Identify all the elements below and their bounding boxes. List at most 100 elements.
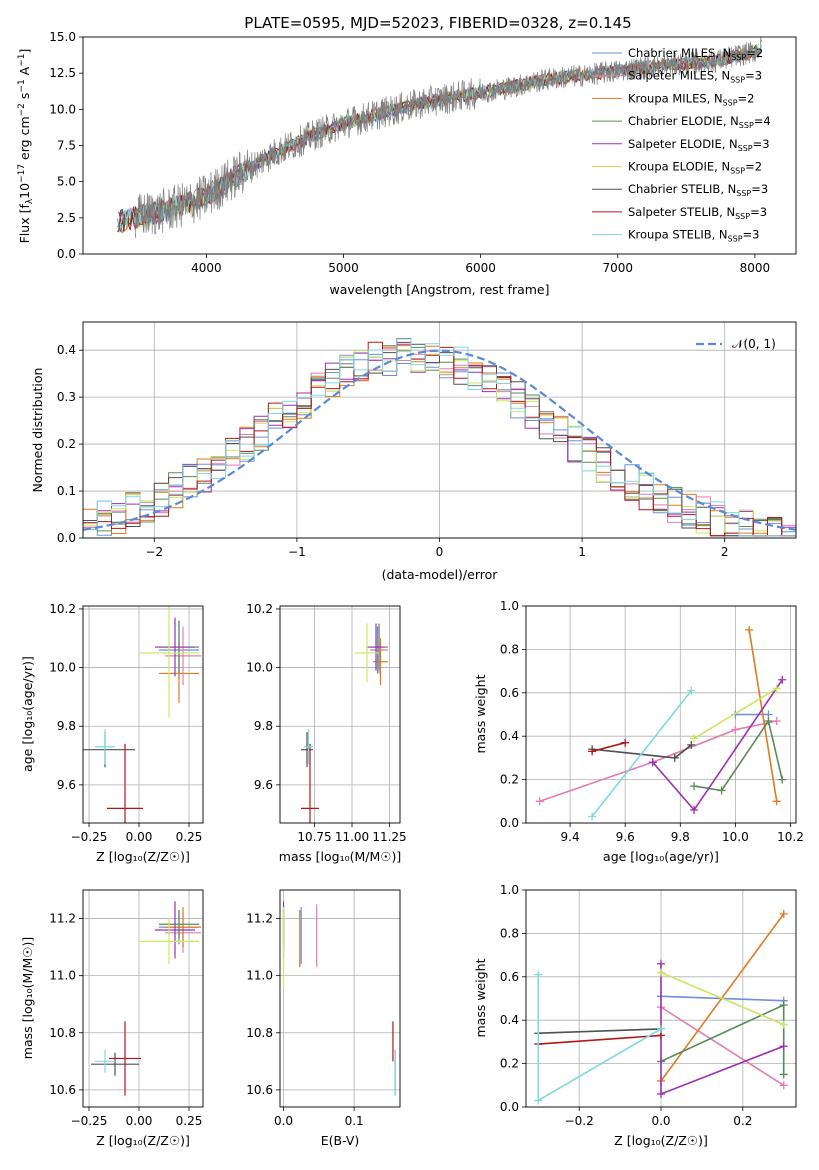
y-tick-label: 0.0 [500,1100,519,1114]
weight-marker [621,738,630,747]
weight-line [537,974,662,1102]
x-tick-label: 1 [578,545,586,559]
weight-line [660,913,785,1082]
x-axis-label: wavelength [Angstrom, rest frame] [329,282,549,297]
x-tick-label: −1 [288,545,306,559]
weight-marker [779,1020,788,1029]
weight-marker [778,675,787,684]
legend-label: Kroupa STELIB, NSSP=3 [628,228,759,244]
x-tick-label: 0.0 [274,1114,293,1128]
y-tick-label: 12.5 [49,66,76,80]
y-tick-label: 0.1 [57,484,76,498]
weight-marker [687,740,696,749]
weight-line [538,1028,662,1034]
weight-marker [772,717,781,726]
weight-line [591,741,626,753]
x-tick-label: 4000 [191,261,222,275]
x-tick-label: 9.6 [616,830,635,844]
y-tick-label: 9.8 [57,719,76,733]
x-tick-label: 10.2 [777,830,804,844]
x-tick-label: −0.25 [71,830,108,844]
axes-frame [82,605,204,824]
weight-vs-age-panel: 9.4 9.6 9.8 10.0 10.2 0.0 0.2 0.4 0.6 0.8 1.0 age [… [473,599,804,864]
y-tick-label: 10.0 [49,661,76,675]
weight-marker [657,959,665,968]
x-tick-label: 0.00 [126,830,153,844]
y-tick-label: 15.0 [49,30,76,44]
weight-marker [731,725,740,734]
y-tick-label: 0.2 [500,773,519,787]
y-tick-label: 0.0 [57,247,76,261]
y-axis-label: Flux [fλ10−17 erg cm−2 s−1 A−1] [17,49,35,244]
age-vs-mass-panel: 10.75 11.00 11.25 9.6 9.8 10.0 10.2 mass [log₁₀… [246,602,406,864]
y-tick-label: 9.8 [254,719,273,733]
x-tick-label: 8000 [740,261,771,275]
weight-line [748,629,778,802]
weight-line [591,690,692,817]
axes-frame [279,889,401,1108]
legend-label: Chabrier ELODIE, NSSP=4 [628,114,771,130]
x-axis-label: age [log₁₀(age/yr)] [603,849,719,864]
y-tick-label: 2.5 [57,211,76,225]
x-tick-label: −0.2 [565,1114,594,1128]
residual-histogram [83,338,796,537]
x-axis-label: Z [log₁₀(Z/Z☉)] [96,1133,190,1148]
y-tick-label: 10.6 [246,1083,273,1097]
y-tick-label: 10.0 [49,102,76,116]
y-axis-label: mass [log₁₀(M/M☉)] [20,937,35,1059]
y-tick-label: 0.3 [57,390,76,404]
y-tick-label: 0.2 [500,1057,519,1071]
x-axis-label: (data-model)/error [382,567,499,582]
x-tick-label: 5000 [328,261,359,275]
legend-label: Kroupa ELODIE, NSSP=2 [628,160,762,176]
mass-vs-z-panel: −0.25 0.00 0.25 10.6 10.8 11.0 11.2 Z [log₁₀(Z/… [20,889,204,1148]
x-tick-label: −2 [145,545,163,559]
x-tick-label: −0.25 [71,1114,108,1128]
mass-vs-ebv-panel: 0.0 0.1 10.6 10.8 11.0 11.2 E(B-V) [246,889,401,1148]
x-tick-label: 0.25 [176,1114,203,1128]
x-tick-label: 10.75 [297,830,331,844]
x-tick-label: 6000 [465,261,496,275]
y-tick-label: 0.4 [500,729,519,743]
weight-marker [534,970,543,979]
weight-marker [779,1042,788,1051]
x-tick-label: 7000 [602,261,633,275]
weight-marker [535,797,544,806]
y-tick-label: 0.0 [57,531,76,545]
y-tick-label: 9.6 [254,778,273,792]
y-tick-label: 0.6 [500,970,519,984]
weight-marker [772,797,781,806]
y-tick-label: 5.0 [57,175,76,189]
weight-marker [779,1001,788,1010]
y-tick-label: 10.6 [49,1083,76,1097]
spectrum-legend: Chabrier MILES, NSSP=2 Salpeter MILES, NS… [592,46,771,244]
x-tick-label: 10.0 [722,830,749,844]
weight-marker [657,1024,665,1033]
axes-frame [525,889,797,1108]
weight-marker [772,684,781,693]
x-tick-label: 0.0 [651,1114,670,1128]
y-tick-label: 11.0 [246,969,273,983]
y-tick-label: 0.4 [500,1013,519,1027]
y-tick-label: 11.2 [49,912,76,926]
y-tick-label: 0.2 [57,437,76,451]
weight-marker [779,1070,788,1079]
spectrum-panel: 4000 5000 6000 7000 8000 0.0 2.5 5.0 7.5 10.0 12.5… [17,30,797,297]
x-tick-label: 0.25 [176,830,203,844]
y-tick-label: 10.2 [246,602,273,616]
axes-frame [279,605,401,824]
axes-frame [82,321,797,539]
weight-line [693,687,778,740]
x-tick-label: 9.4 [561,830,580,844]
figure-title: PLATE=0595, MJD=52023, FIBERID=0328, z=0… [244,14,631,32]
weight-marker [588,812,597,821]
legend-label: Salpeter MILES, NSSP=3 [628,69,762,85]
weight-marker [764,717,773,726]
x-axis-label: E(B-V) [321,1133,360,1148]
x-tick-label: 11.25 [372,830,406,844]
observed-spectrum [134,37,763,238]
legend-label: Salpeter STELIB, NSSP=3 [628,205,767,221]
y-tick-label: 10.2 [49,602,76,616]
weight-line [538,1034,662,1045]
